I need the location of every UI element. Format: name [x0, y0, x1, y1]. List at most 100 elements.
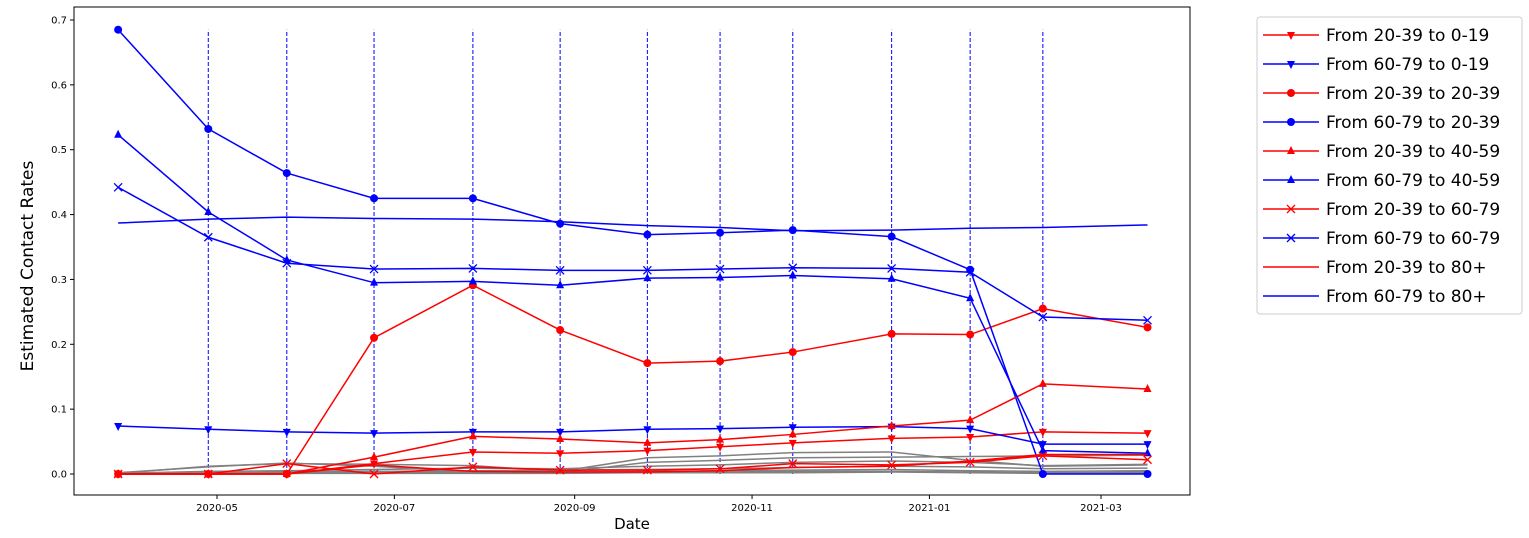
data-point — [204, 469, 213, 477]
data-point — [716, 228, 725, 237]
data-point — [1038, 312, 1048, 322]
legend: From 20-39 to 0-19 From 60-79 to 0-19 From… — [1256, 16, 1523, 315]
series-line — [118, 453, 1148, 475]
data-point — [643, 273, 652, 282]
data-point — [114, 469, 123, 477]
data-point — [788, 439, 797, 448]
data-point — [369, 469, 379, 479]
y-tick-label: 0.0 — [51, 470, 67, 481]
data-point — [966, 415, 975, 424]
data-point — [370, 452, 379, 461]
data-point — [204, 124, 213, 133]
data-point — [1143, 430, 1152, 439]
data-point — [788, 429, 797, 438]
data-point — [716, 357, 725, 366]
series — [113, 182, 1152, 325]
data-point — [966, 293, 975, 302]
legend-marker — [1287, 175, 1295, 183]
y-tick-label: 0.5 — [51, 145, 67, 156]
data-point — [1038, 445, 1047, 454]
data-point — [1038, 304, 1047, 313]
y-tick-label: 0.7 — [51, 16, 67, 27]
data-point — [715, 264, 725, 274]
legend-item: From 60-79 to 80+ — [1263, 287, 1487, 307]
plot-frame — [73, 6, 1191, 496]
y-tick-label: 0.2 — [51, 340, 67, 351]
y-tick-label: 0.6 — [51, 80, 67, 91]
data-point — [887, 273, 896, 282]
legend-label: From 20-39 to 0-19 — [1326, 26, 1489, 46]
data-point — [716, 272, 725, 281]
data-point — [370, 194, 379, 203]
data-point — [468, 194, 477, 203]
data-point — [966, 434, 975, 443]
data-point — [643, 426, 652, 435]
data-point — [887, 460, 897, 470]
data-point — [642, 265, 652, 275]
legend-label: From 60-79 to 20-39 — [1326, 113, 1500, 133]
x-tick-label: 2021-03 — [1080, 503, 1122, 514]
data-point — [716, 425, 725, 434]
legend-label: From 60-79 to 80+ — [1326, 287, 1487, 307]
data-point — [114, 423, 123, 432]
x-axis-label: Date — [614, 515, 650, 533]
data-point — [788, 424, 797, 433]
legend-marker — [1287, 61, 1295, 69]
legend-item: From 60-79 to 20-39 — [1263, 113, 1500, 133]
data-point — [282, 469, 291, 477]
data-point — [282, 169, 291, 178]
data-point — [468, 263, 478, 273]
data-point — [716, 434, 725, 443]
data-point — [556, 326, 565, 335]
x-tick-label: 2020-09 — [554, 503, 596, 514]
legend-label: From 20-39 to 20-39 — [1326, 84, 1500, 104]
vertical-reference-lines — [207, 29, 1044, 474]
legend-item: From 20-39 to 40-59 — [1263, 142, 1500, 162]
data-point — [370, 333, 379, 342]
x-tick-label: 2020-07 — [373, 503, 415, 514]
y-axis: 0.0 0.1 0.2 0.3 0.4 0.5 0.6 0.7 — [51, 16, 74, 481]
legend-item: From 60-79 to 60-79 — [1263, 229, 1500, 249]
data-point — [965, 267, 975, 277]
series — [118, 453, 1148, 475]
legend-label: From 20-39 to 40-59 — [1326, 142, 1500, 162]
data-point — [369, 264, 379, 274]
x-tick-label: 2020-05 — [196, 503, 238, 514]
legend-marker — [1286, 204, 1296, 214]
data-point — [966, 425, 975, 434]
legend-marker — [1287, 118, 1295, 126]
data-point — [966, 330, 975, 339]
x-tick-label: 2021-01 — [909, 503, 951, 514]
legend-item: From 20-39 to 60-79 — [1263, 200, 1500, 220]
data-point — [1143, 323, 1152, 332]
y-tick-label: 0.1 — [51, 405, 67, 416]
data-point — [1143, 315, 1152, 325]
data-point — [1143, 441, 1152, 450]
data-point — [113, 182, 123, 192]
legend-item: From 20-39 to 80+ — [1263, 258, 1487, 278]
data-point — [468, 276, 477, 285]
data-point — [282, 459, 292, 469]
y-tick-label: 0.3 — [51, 275, 67, 286]
data-point — [282, 428, 291, 437]
data-point — [556, 433, 565, 442]
data-point — [643, 230, 652, 239]
data-point — [204, 426, 213, 435]
data-point — [468, 462, 478, 472]
data-point — [788, 263, 798, 273]
data-point — [965, 457, 975, 467]
data-point — [204, 206, 213, 215]
data-point — [203, 232, 213, 242]
data-point — [468, 431, 477, 440]
data-point — [1038, 441, 1047, 450]
legend-item: From 60-79 to 0-19 — [1263, 55, 1489, 75]
data-point — [114, 25, 123, 34]
data-point — [370, 430, 379, 439]
y-tick-label: 0.4 — [51, 210, 67, 221]
data-point — [556, 280, 565, 289]
series — [114, 25, 1152, 478]
legend-marker — [1287, 89, 1295, 97]
legend-label: From 60-79 to 0-19 — [1326, 55, 1489, 75]
legend-marker — [1286, 233, 1296, 243]
